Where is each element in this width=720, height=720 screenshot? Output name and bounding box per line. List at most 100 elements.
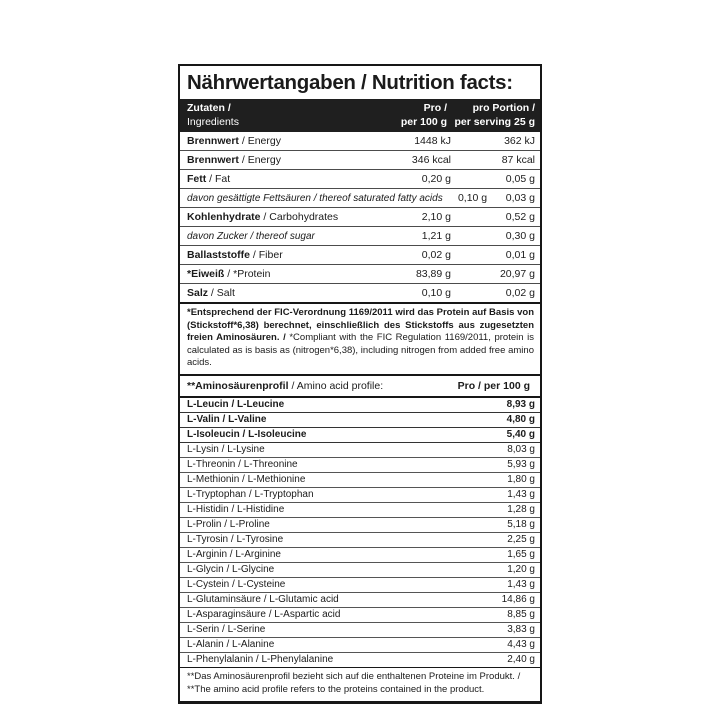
value-per-100g: 2,10 g [421,211,451,224]
amino-acid-label: L-Arginin / L-Arginine [187,549,281,561]
amino-footnote: **Das Aminosäurenprofil bezieht sich auf… [180,668,540,701]
nutrition-row: Fett / Fat 0,20 g 0,05 g [180,170,540,190]
protein-footnote-de: *Entsprechend der FIC-Verordnung 1169/20… [187,307,534,344]
amino-acid-value: 1,80 g [507,474,535,486]
amino-acid-value: 4,43 g [507,639,535,651]
amino-acid-row: L-Leucin / L-Leucine 8,93 g [180,398,540,413]
amino-acid-row: L-Histidin / L-Histidine 1,28 g [180,503,540,518]
amino-acid-label: L-Histidin / L-Histidine [187,504,285,516]
amino-acid-label: L-Leucin / L-Leucine [187,399,285,411]
nutrition-row-label: Salz / Salt [187,287,235,300]
value-per-serving: 362 kJ [504,135,535,148]
amino-acid-value: 1,43 g [507,579,535,591]
amino-profile-header-de: **Aminosäurenprofil [187,379,289,392]
header-per-serving-line1: pro Portion / [472,102,535,114]
amino-table: L-Leucin / L-Leucine 8,93 g L-Valin / L-Va… [180,398,540,668]
header-per-100g-line2: per 100 g [400,115,447,128]
amino-acid-row: L-Tyrosin / L-Tyrosine 2,25 g [180,533,540,548]
nutrition-row: davon Zucker / thereof sugar 1,21 g 0,30 g [180,227,540,247]
protein-footnote-en: *Compliant with the FIC Regulation 1169/… [187,332,534,369]
amino-acid-label: L-Glycin / L-Glycine [187,564,275,576]
header-ingredients-de: Zutaten / [187,102,231,114]
nutrition-row-label: *Eiweiß / *Protein [187,268,271,281]
amino-acid-value: 14,86 g [501,594,535,606]
value-per-100g: 0,20 g [421,173,451,186]
amino-acid-label: L-Glutaminsäure / L-Glutamic acid [187,594,339,606]
nutrition-row: Ballaststoffe / Fiber 0,02 g 0,01 g [180,246,540,266]
value-per-100g: 83,89 g [415,268,451,281]
nutrition-table: Brennwert / Energy 1448 kJ 362 kJ Brennwert… [180,132,540,302]
nutrition-row-label: Brennwert / Energy [187,154,281,167]
value-per-serving: 0,30 g [505,230,535,243]
amino-acid-value: 8,85 g [507,609,535,621]
header-per-100g-line1: Pro / [423,102,447,114]
amino-acid-value: 1,43 g [507,489,535,501]
value-per-serving: 0,05 g [505,173,535,186]
header-per-serving: pro Portion / per serving 25 g [447,102,535,129]
nutrition-row-label: Kohlenhydrate / Carbohydrates [187,211,339,224]
amino-acid-value: 1,20 g [507,564,535,576]
value-per-serving: 0,02 g [505,287,535,300]
nutrition-row-label: Brennwert / Energy [187,135,281,148]
amino-acid-label: L-Asparaginsäure / L-Aspartic acid [187,609,341,621]
amino-acid-label: L-Isoleucin / L-Isoleucine [187,429,307,441]
value-per-serving: 0,52 g [505,211,535,224]
amino-profile-header-per-100g: Pro / per 100 g [457,379,530,392]
amino-acid-label: L-Methionin / L-Methionine [187,474,306,486]
amino-acid-row: L-Asparaginsäure / L-Aspartic acid 8,85 g [180,608,540,623]
nutrition-label: Nährwertangaben / Nutrition facts: Zutat… [178,64,542,704]
amino-acid-row: L-Glycin / L-Glycine 1,20 g [180,563,540,578]
amino-footnote-en: **The amino acid profile refers to the p… [187,683,485,695]
amino-acid-value: 5,40 g [506,429,535,441]
nutrition-row: Brennwert / Energy 1448 kJ 362 kJ [180,132,540,152]
nutrition-row: davon gesättigte Fettsäuren / thereof sa… [180,189,540,209]
value-per-serving: 87 kcal [501,154,535,167]
header-per-serving-line2: per serving 25 g [454,115,535,128]
value-per-100g: 1448 kJ [414,135,451,148]
nutrition-row-label: Ballaststoffe / Fiber [187,249,283,262]
amino-acid-value: 5,93 g [507,459,535,471]
nutrition-row: Brennwert / Energy 346 kcal 87 kcal [180,151,540,171]
amino-acid-label: L-Valin / L-Valine [187,414,267,426]
header-per-100g: Pro / per 100 g [369,102,447,129]
nutrition-row-label: Fett / Fat [187,173,231,186]
header-ingredients-en: Ingredients [187,115,239,128]
nutrition-row-label: davon gesättigte Fettsäuren / thereof sa… [187,192,443,204]
amino-acid-label: L-Threonin / L-Threonine [187,459,298,471]
amino-acid-row: L-Cystein / L-Cysteine 1,43 g [180,578,540,593]
value-per-serving: 20,97 g [499,268,535,281]
protein-footnote: *Entsprechend der FIC-Verordnung 1169/20… [180,302,540,376]
amino-acid-label: L-Prolin / L-Proline [187,519,270,531]
amino-acid-row: L-Alanin / L-Alanine 4,43 g [180,638,540,653]
value-per-100g: 346 kcal [411,154,451,167]
amino-acid-row: L-Isoleucin / L-Isoleucine 5,40 g [180,428,540,443]
value-per-100g: 0,02 g [421,249,451,262]
amino-acid-value: 5,18 g [507,519,535,531]
value-per-100g: 0,10 g [457,192,488,205]
amino-acid-value: 2,40 g [507,654,535,666]
amino-footnote-de: **Das Aminosäurenprofil bezieht sich auf… [187,670,521,682]
amino-acid-label: L-Tryptophan / L-Tryptophan [187,489,314,501]
amino-profile-header-en: / Amino acid profile: [291,379,384,392]
amino-profile-header: **Aminosäurenprofil / Amino acid profile… [180,376,540,398]
amino-acid-value: 1,65 g [507,549,535,561]
amino-acid-row: L-Arginin / L-Arginine 1,65 g [180,548,540,563]
amino-acid-value: 8,03 g [507,444,535,456]
amino-acid-label: L-Lysin / L-Lysine [187,444,265,456]
value-per-serving: 0,03 g [505,192,535,205]
value-per-serving: 0,01 g [505,249,535,262]
amino-acid-row: L-Lysin / L-Lysine 8,03 g [180,443,540,458]
amino-acid-value: 1,28 g [507,504,535,516]
amino-acid-row: L-Serin / L-Serine 3,83 g [180,623,540,638]
amino-acid-row: L-Tryptophan / L-Tryptophan 1,43 g [180,488,540,503]
amino-acid-row: L-Methionin / L-Methionine 1,80 g [180,473,540,488]
amino-acid-row: L-Prolin / L-Proline 5,18 g [180,518,540,533]
value-per-100g: 1,21 g [421,230,451,243]
amino-acid-value: 3,83 g [507,624,535,636]
amino-acid-value: 2,25 g [507,534,535,546]
amino-acid-label: L-Tyrosin / L-Tyrosine [187,534,284,546]
header-ingredients: Zutaten / Ingredients [187,102,369,129]
amino-acid-row: L-Valin / L-Valine 4,80 g [180,413,540,428]
nutrition-row: *Eiweiß / *Protein 83,89 g 20,97 g [180,265,540,285]
nutrition-row: Kohlenhydrate / Carbohydrates 2,10 g 0,52 … [180,208,540,228]
